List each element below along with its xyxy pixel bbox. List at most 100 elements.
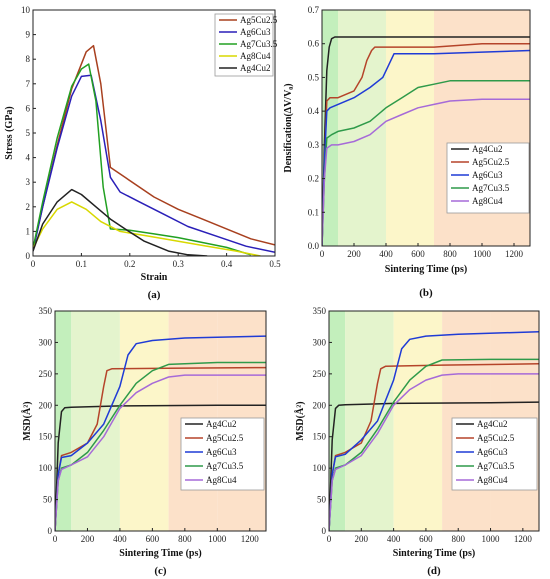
series-line-Ag8Cu4 xyxy=(33,201,261,256)
y-tick-label: 0.6 xyxy=(308,39,320,49)
y-tick-label: 250 xyxy=(313,369,327,379)
legend-label: Ag8Cu4 xyxy=(477,475,508,485)
series-line-Ag6Cu3 xyxy=(33,74,275,254)
series-group xyxy=(33,44,275,256)
chart-panel-1: 0 0.1 0.2 0.3 0.4 0.5 0 1 2 3 4 5 6 7 8 9 10 Strain Stress… xyxy=(4,5,281,301)
series-line-Ag7Cu3-5 xyxy=(33,63,252,256)
y-tick-label: 5 xyxy=(26,128,31,138)
legend: Ag4Cu2 Ag5Cu2.5 Ag6Cu3 Ag7Cu3.5 Ag8Cu4 xyxy=(446,142,530,214)
y-tick-label: 300 xyxy=(39,337,53,347)
time-band xyxy=(71,311,120,531)
y-tick-label: 0.3 xyxy=(308,140,320,150)
plot-frame xyxy=(321,9,531,247)
legend: Ag5Cu2.5 Ag6Cu3 Ag7Cu3.5 Ag8Cu4 Ag4Cu2 xyxy=(214,13,278,77)
y-tick-label: 3 xyxy=(26,177,31,187)
panel-caption: (c) xyxy=(154,565,167,577)
legend: Ag4Cu2 Ag5Cu2.5 Ag6Cu3 Ag7Cu3.5 Ag8Cu4 xyxy=(180,417,265,491)
y-tick-label: 50 xyxy=(43,495,53,505)
x-tick-label: 0.3 xyxy=(173,259,185,269)
legend-box xyxy=(214,13,274,77)
x-tick-label: 1000 xyxy=(208,534,227,544)
panel-caption: (b) xyxy=(419,287,433,299)
x-tick-label: 400 xyxy=(379,249,393,259)
y-tick-label: 0.5 xyxy=(308,72,320,82)
x-axis-label: Sintering Time (ps) xyxy=(385,264,467,275)
chart-panel-2: 0 200 400 600 800 1000 1200 0.0 0.1 0.2 0.3 0.4 0.5 0… xyxy=(283,5,531,299)
x-tick-label: 800 xyxy=(443,249,457,259)
y-tick-label: 0.2 xyxy=(308,174,319,184)
plot-frame xyxy=(328,310,540,532)
series-line-Ag8Cu4 xyxy=(55,374,266,531)
y-tick-label: 0.1 xyxy=(308,207,319,217)
series-line-Ag8Cu4 xyxy=(329,373,539,531)
legend-box xyxy=(180,417,265,491)
legend-label: Ag6Cu3 xyxy=(240,27,271,37)
x-tick-label: 600 xyxy=(411,249,425,259)
x-tick-label: 1000 xyxy=(473,249,492,259)
y-axis-label: MSD(Å²) xyxy=(294,401,306,440)
series-group xyxy=(329,330,539,531)
y-tick-label: 250 xyxy=(39,369,53,379)
legend-label: Ag8Cu4 xyxy=(240,51,271,61)
x-tick-label: 0.2 xyxy=(124,259,135,269)
x-axis-label: Sintering Time (ps) xyxy=(393,548,475,559)
series-line-Ag5Cu2-5 xyxy=(33,44,275,249)
y-tick-label: 0 xyxy=(322,526,327,536)
y-tick-label: 0.7 xyxy=(308,5,320,15)
y-tick-label: 0.0 xyxy=(308,241,320,251)
time-band xyxy=(322,10,338,246)
series-line-Ag4Cu2 xyxy=(322,36,530,246)
legend-label: Ag6Cu3 xyxy=(472,170,503,180)
x-axis-label: Sintering Time (ps) xyxy=(119,548,201,559)
x-tick-label: 800 xyxy=(451,534,465,544)
y-tick-label: 100 xyxy=(313,463,327,473)
series-line-Ag7Cu3-5 xyxy=(322,80,530,246)
series-line-Ag6Cu3 xyxy=(322,49,530,246)
y-tick-label: 0.4 xyxy=(308,106,320,116)
y-tick-label: 4 xyxy=(26,153,31,163)
y-tick-label: 50 xyxy=(317,495,327,505)
time-band xyxy=(119,311,169,531)
x-tick-label: 0 xyxy=(31,259,36,269)
x-tick-label: 1200 xyxy=(514,534,533,544)
x-tick-label: 600 xyxy=(419,534,433,544)
series-line-Ag6Cu3 xyxy=(329,330,539,531)
legend-label: Ag8Cu4 xyxy=(472,196,503,206)
y-tick-label: 150 xyxy=(39,432,53,442)
x-tick-label: 200 xyxy=(347,249,361,259)
time-band xyxy=(386,10,434,246)
legend-label: Ag7Cu3.5 xyxy=(206,461,244,471)
y-tick-label: 100 xyxy=(39,463,53,473)
legend-label: Ag7Cu3.5 xyxy=(472,183,510,193)
x-tick-label: 800 xyxy=(178,534,192,544)
y-tick-label: 200 xyxy=(313,400,327,410)
legend-label: Ag6Cu3 xyxy=(477,447,508,457)
x-axis-label: Strain xyxy=(141,272,168,283)
x-tick-label: 1200 xyxy=(505,249,524,259)
legend-label: Ag5Cu2.5 xyxy=(472,157,510,167)
x-tick-label: 400 xyxy=(113,534,127,544)
panel-caption: (d) xyxy=(427,565,441,577)
y-tick-label: 350 xyxy=(313,306,327,316)
y-tick-label: 10 xyxy=(21,5,31,15)
x-tick-label: 0 xyxy=(327,534,332,544)
y-axis-label: Stress (GPa) xyxy=(4,106,15,159)
series-line-Ag6Cu3 xyxy=(55,335,266,531)
legend-label: Ag5Cu2.5 xyxy=(477,433,515,443)
legend-label: Ag8Cu4 xyxy=(206,475,237,485)
legend-label: Ag4Cu2 xyxy=(206,419,237,429)
chart-panel-4: 0 200 400 600 800 1000 1200 0 50 100 150 200 250 300 3… xyxy=(294,306,540,577)
legend-label: Ag7Cu3.5 xyxy=(477,461,515,471)
panel-caption: (a) xyxy=(148,289,161,301)
y-tick-label: 6 xyxy=(26,103,31,113)
y-tick-label: 200 xyxy=(39,400,53,410)
y-tick-label: 300 xyxy=(313,337,327,347)
x-tick-label: 0.1 xyxy=(76,259,87,269)
time-band xyxy=(393,311,443,531)
series-line-Ag8Cu4 xyxy=(322,98,530,246)
legend-label: Ag7Cu3.5 xyxy=(240,39,278,49)
legend-box xyxy=(451,417,538,491)
x-tick-label: 0 xyxy=(53,534,58,544)
y-tick-label: 350 xyxy=(39,306,53,316)
